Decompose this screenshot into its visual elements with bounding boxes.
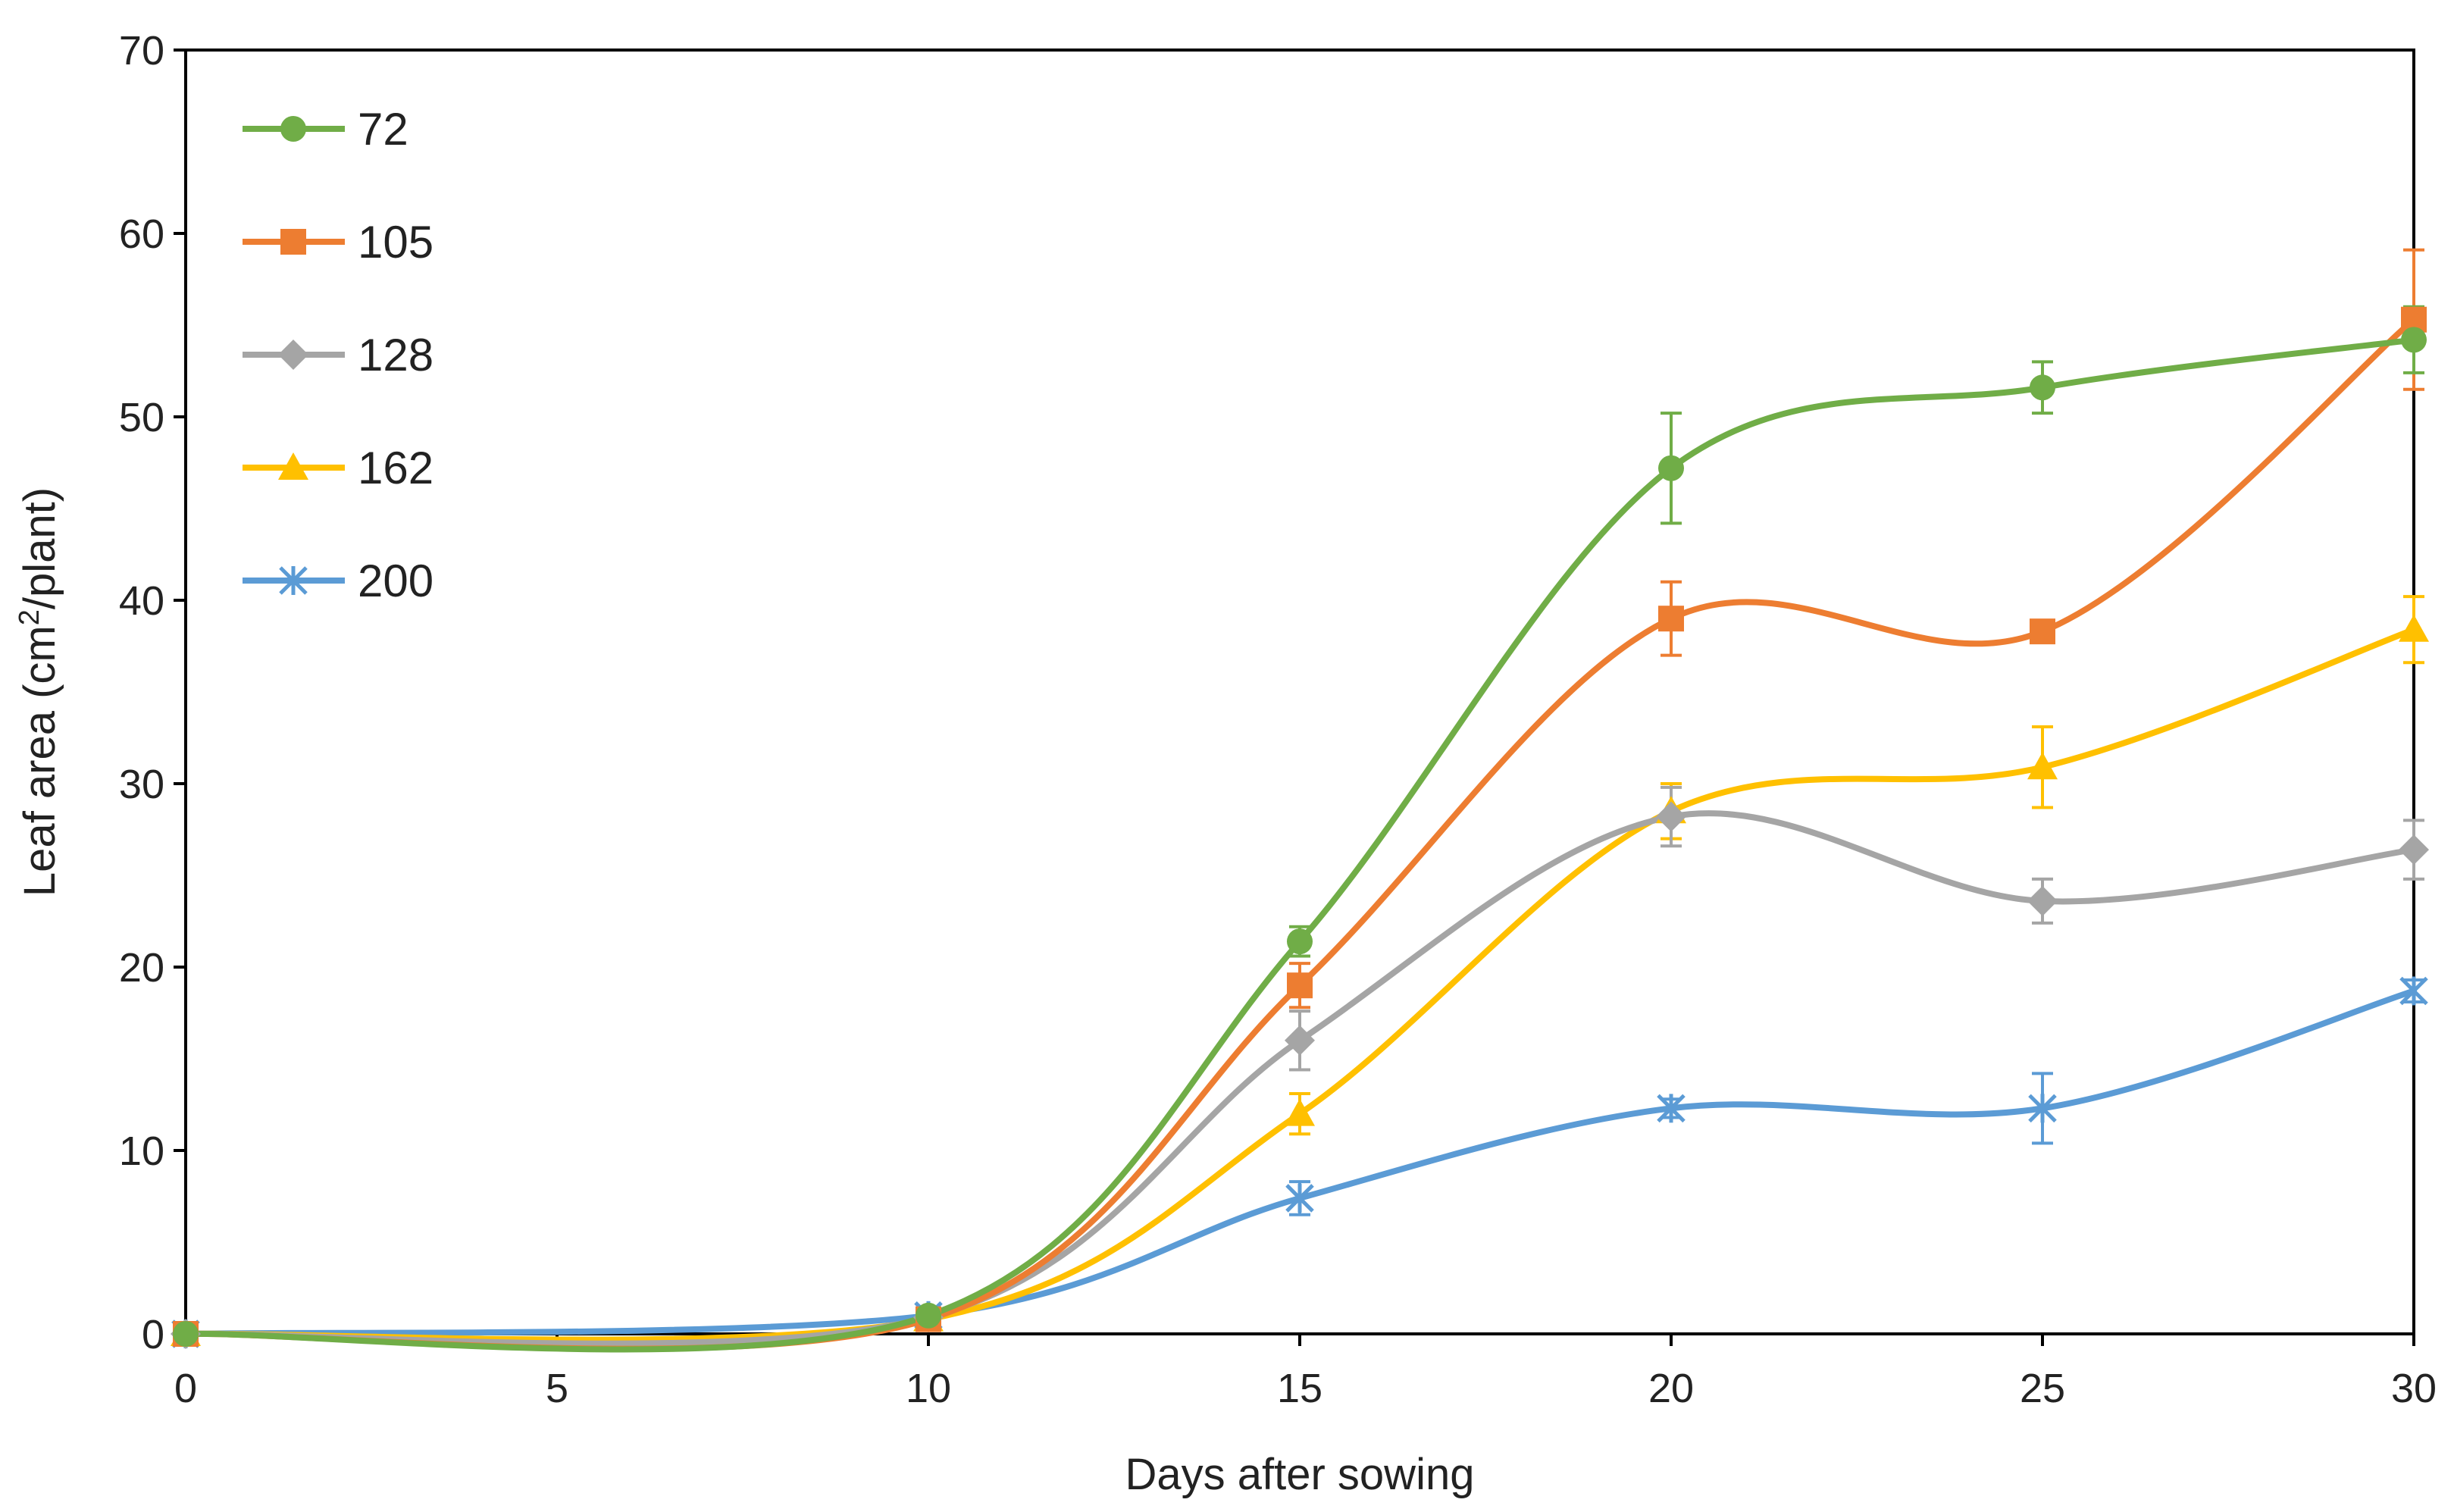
data-point-162 xyxy=(1285,1098,1315,1126)
data-point-72 xyxy=(2401,327,2427,353)
data-point-200 xyxy=(1285,1183,1314,1213)
data-point-105 xyxy=(1287,972,1313,999)
y-tick-label: 50 xyxy=(119,395,164,440)
data-point-105 xyxy=(2030,618,2055,645)
legend-marker xyxy=(278,340,308,370)
x-tick-label: 15 xyxy=(1277,1366,1322,1411)
legend-marker xyxy=(280,116,306,142)
legend-item-200: 200 xyxy=(243,556,434,606)
data-point-200 xyxy=(2399,976,2428,1006)
data-point-72 xyxy=(173,1321,199,1347)
x-tick-label: 5 xyxy=(546,1366,568,1411)
y-tick-label: 30 xyxy=(119,762,164,807)
legend-label: 128 xyxy=(358,330,434,380)
legend-item-72: 72 xyxy=(243,104,408,155)
data-point-128 xyxy=(1285,1025,1315,1056)
legend-item-105: 105 xyxy=(243,217,434,268)
legend-marker xyxy=(280,229,306,255)
data-point-72 xyxy=(2030,374,2055,401)
x-axis: 0 5 10 15 20 25 30 xyxy=(174,1334,2437,1411)
error-bars xyxy=(918,248,2424,1326)
y-axis-title-tail: /plant) xyxy=(15,487,64,609)
legend-label: 72 xyxy=(358,104,408,155)
data-point-128 xyxy=(1656,801,1686,832)
y-axis-title-superscript: 2 xyxy=(14,609,45,625)
y-axis-title: Leaf area (cm2/plant) xyxy=(14,487,64,897)
data-point-72 xyxy=(1287,928,1313,955)
y-tick-label: 70 xyxy=(119,28,164,74)
data-point-200 xyxy=(1657,1094,1686,1123)
data-point-162 xyxy=(2399,614,2429,642)
data-point-128 xyxy=(2399,834,2429,866)
y-tick-label: 40 xyxy=(119,578,164,624)
y-tick-label: 10 xyxy=(119,1129,164,1174)
x-axis-title: Days after sowing xyxy=(1125,1450,1475,1499)
legend-label: 200 xyxy=(358,556,434,606)
x-tick-label: 20 xyxy=(1648,1366,1694,1411)
x-tick-label: 30 xyxy=(2391,1366,2437,1411)
data-point-72 xyxy=(916,1302,941,1329)
legend: 72 105 128 162 200 xyxy=(243,104,434,606)
data-markers xyxy=(171,306,2429,1349)
series-line-200 xyxy=(183,988,2417,1337)
x-tick-label: 0 xyxy=(174,1366,197,1411)
data-point-200 xyxy=(2028,1094,2057,1123)
legend-marker xyxy=(278,452,308,480)
y-tick-label: 20 xyxy=(119,945,164,991)
data-point-105 xyxy=(1658,606,1684,632)
data-point-128 xyxy=(2027,885,2058,916)
legend-marker xyxy=(279,566,308,595)
y-tick-label: 0 xyxy=(142,1312,164,1357)
legend-label: 105 xyxy=(358,217,434,268)
data-point-162 xyxy=(2027,752,2058,780)
y-axis: 0 10 20 30 40 50 60 70 xyxy=(119,28,186,1357)
x-tick-label: 25 xyxy=(2020,1366,2065,1411)
x-tick-label: 10 xyxy=(906,1366,951,1411)
data-point-72 xyxy=(1658,455,1684,481)
legend-label: 162 xyxy=(358,443,434,493)
y-axis-title-main: Leaf area (cm xyxy=(15,625,64,897)
legend-item-128: 128 xyxy=(243,330,434,380)
y-tick-label: 60 xyxy=(119,211,164,257)
series-line-162 xyxy=(183,626,2417,1343)
legend-item-162: 162 xyxy=(243,443,434,493)
